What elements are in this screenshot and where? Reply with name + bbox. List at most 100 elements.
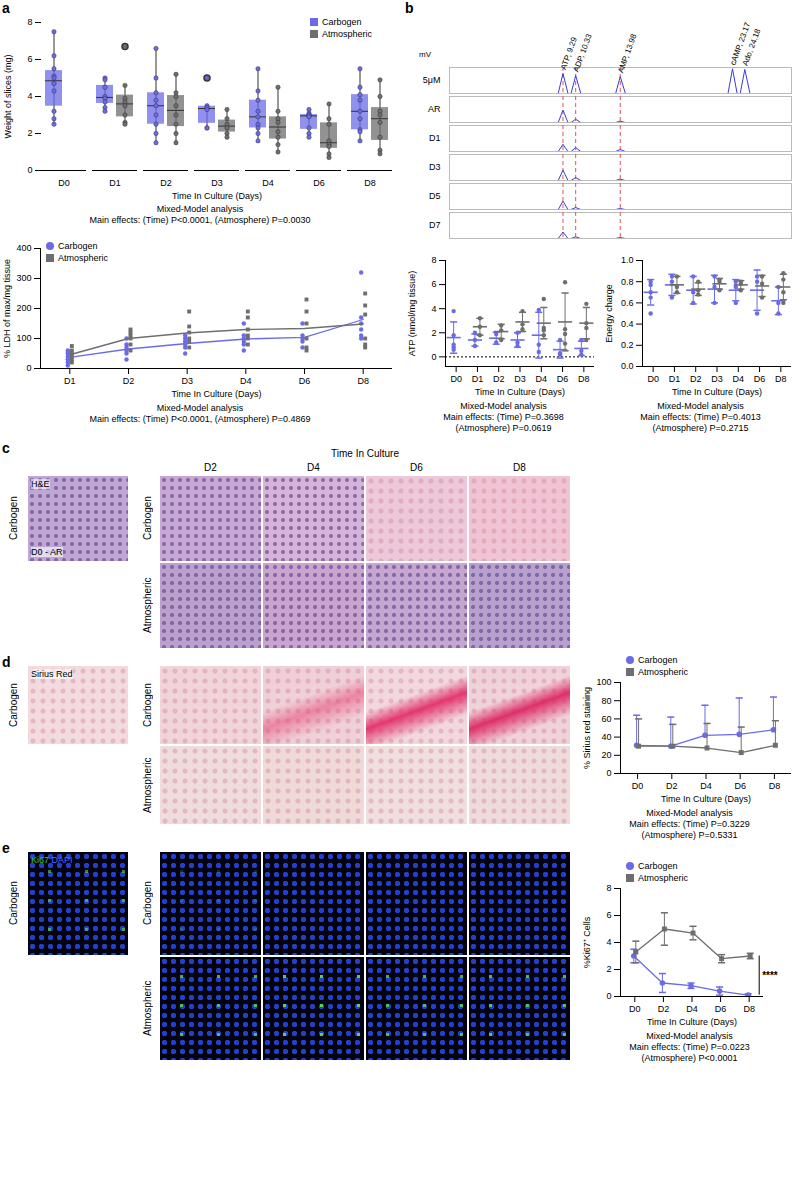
svg-text:Time In Culture (Days): Time In Culture (Days) bbox=[475, 387, 565, 397]
svg-text:D1: D1 bbox=[109, 178, 121, 188]
svg-text:D4: D4 bbox=[240, 376, 252, 386]
svg-text:D8: D8 bbox=[743, 1004, 755, 1014]
svg-text:D0: D0 bbox=[647, 374, 659, 384]
svg-text:cAMP, 23.17: cAMP, 23.17 bbox=[728, 21, 753, 67]
svg-text:4: 4 bbox=[431, 304, 436, 314]
svg-text:D1: D1 bbox=[64, 376, 76, 386]
svg-text:D4: D4 bbox=[733, 374, 745, 384]
svg-text:D1: D1 bbox=[472, 374, 484, 384]
svg-text:AR: AR bbox=[428, 104, 441, 114]
svg-text:0.4: 0.4 bbox=[621, 319, 634, 329]
html-text:Carbogen: Carbogen bbox=[8, 496, 19, 541]
svg-text:80: 80 bbox=[601, 696, 611, 706]
svg-text:4: 4 bbox=[27, 91, 32, 101]
html-text:D4: D4 bbox=[307, 462, 320, 473]
svg-text:8: 8 bbox=[27, 17, 32, 27]
svg-text:D0: D0 bbox=[450, 374, 462, 384]
svg-text:4: 4 bbox=[606, 937, 611, 947]
html-text:D8: D8 bbox=[513, 462, 526, 473]
svg-text:D4: D4 bbox=[686, 1004, 698, 1014]
svg-text:2: 2 bbox=[431, 328, 436, 338]
svg-text:Energy charge: Energy charge bbox=[604, 284, 614, 343]
svg-text:D8: D8 bbox=[364, 178, 376, 188]
svg-text:D0: D0 bbox=[58, 178, 70, 188]
svg-text:0: 0 bbox=[27, 165, 32, 175]
svg-text:D0: D0 bbox=[629, 1004, 641, 1014]
svg-text:ATP, 9.29: ATP, 9.29 bbox=[558, 35, 579, 71]
svg-text:5μM: 5μM bbox=[423, 75, 441, 85]
svg-text:D2: D2 bbox=[493, 374, 505, 384]
svg-text:Time In Culture (Days): Time In Culture (Days) bbox=[172, 191, 262, 201]
svg-text:0.8: 0.8 bbox=[621, 277, 634, 287]
svg-text:D5: D5 bbox=[429, 191, 441, 201]
svg-text:D8: D8 bbox=[769, 781, 781, 791]
svg-text:0: 0 bbox=[26, 363, 31, 373]
svg-text:2: 2 bbox=[606, 964, 611, 974]
svg-text:Time In Culture (Days): Time In Culture (Days) bbox=[647, 1017, 737, 1027]
svg-text:D6: D6 bbox=[734, 781, 746, 791]
svg-text:1.0: 1.0 bbox=[621, 255, 634, 265]
svg-text:2: 2 bbox=[27, 128, 32, 138]
svg-text:6: 6 bbox=[606, 910, 611, 920]
svg-text:40: 40 bbox=[601, 732, 611, 742]
svg-text:D8: D8 bbox=[775, 374, 787, 384]
svg-text:D2: D2 bbox=[666, 781, 678, 791]
svg-text:D8: D8 bbox=[357, 376, 369, 386]
svg-text:D3: D3 bbox=[211, 178, 223, 188]
svg-text:D6: D6 bbox=[313, 178, 325, 188]
svg-text:100: 100 bbox=[16, 333, 31, 343]
svg-text:Time In Culture (Days): Time In Culture (Days) bbox=[661, 794, 751, 804]
svg-text:D2: D2 bbox=[160, 178, 172, 188]
svg-text:D2: D2 bbox=[658, 1004, 670, 1014]
svg-text:6: 6 bbox=[431, 279, 436, 289]
svg-text:300: 300 bbox=[16, 273, 31, 283]
svg-text:D4: D4 bbox=[700, 781, 712, 791]
svg-text:****: **** bbox=[762, 970, 778, 981]
svg-text:D2: D2 bbox=[123, 376, 135, 386]
svg-text:% Sirius red staining: % Sirius red staining bbox=[582, 687, 592, 769]
svg-text:Ado, 24.18: Ado, 24.18 bbox=[741, 27, 763, 67]
svg-text:ADP, 10.33: ADP, 10.33 bbox=[572, 32, 594, 73]
svg-text:ATP (nmol/mg tissue): ATP (nmol/mg tissue) bbox=[407, 271, 417, 357]
svg-text:D4: D4 bbox=[262, 178, 274, 188]
svg-text:0: 0 bbox=[606, 768, 611, 778]
svg-text:D1: D1 bbox=[429, 133, 441, 143]
svg-text:0: 0 bbox=[606, 991, 611, 1001]
svg-text:200: 200 bbox=[16, 303, 31, 313]
svg-text:Weight of slices (mg): Weight of slices (mg) bbox=[3, 55, 13, 139]
svg-text:D3: D3 bbox=[711, 374, 723, 384]
svg-text:D6: D6 bbox=[299, 376, 311, 386]
svg-text:D6: D6 bbox=[715, 1004, 727, 1014]
html-text:Carbogen: Carbogen bbox=[142, 496, 153, 541]
svg-text:0.6: 0.6 bbox=[621, 298, 634, 308]
svg-text:D7: D7 bbox=[429, 220, 441, 230]
svg-text:% LDH of max/mg tissue: % LDH of max/mg tissue bbox=[2, 259, 12, 358]
svg-text:0.0: 0.0 bbox=[621, 361, 634, 371]
svg-text:60: 60 bbox=[601, 714, 611, 724]
svg-text:100: 100 bbox=[596, 677, 611, 687]
svg-text:D8: D8 bbox=[578, 374, 590, 384]
svg-text:Time In Culture (Days): Time In Culture (Days) bbox=[672, 387, 762, 397]
svg-text:AMP, 13.98: AMP, 13.98 bbox=[616, 32, 639, 74]
svg-text:400: 400 bbox=[16, 243, 31, 253]
svg-text:D6: D6 bbox=[557, 374, 569, 384]
svg-text:0.2: 0.2 bbox=[621, 340, 634, 350]
svg-text:%Ki67⁺ Cells: %Ki67⁺ Cells bbox=[582, 916, 592, 968]
html-text:D2: D2 bbox=[204, 462, 217, 473]
svg-text:D2: D2 bbox=[690, 374, 702, 384]
svg-text:20: 20 bbox=[601, 750, 611, 760]
svg-text:Time In Culture (Days): Time In Culture (Days) bbox=[171, 389, 261, 399]
svg-text:8: 8 bbox=[431, 255, 436, 265]
svg-text:D1: D1 bbox=[669, 374, 681, 384]
html-text:Time In Culture: Time In Culture bbox=[331, 448, 399, 459]
svg-text:D3: D3 bbox=[429, 162, 441, 172]
svg-text:D0: D0 bbox=[632, 781, 644, 791]
svg-text:D3: D3 bbox=[181, 376, 193, 386]
svg-text:0: 0 bbox=[431, 352, 436, 362]
svg-text:D3: D3 bbox=[514, 374, 526, 384]
svg-text:D6: D6 bbox=[754, 374, 766, 384]
html-text:D6: D6 bbox=[410, 462, 423, 473]
svg-text:6: 6 bbox=[27, 54, 32, 64]
svg-text:8: 8 bbox=[606, 883, 611, 893]
svg-text:D4: D4 bbox=[536, 374, 548, 384]
